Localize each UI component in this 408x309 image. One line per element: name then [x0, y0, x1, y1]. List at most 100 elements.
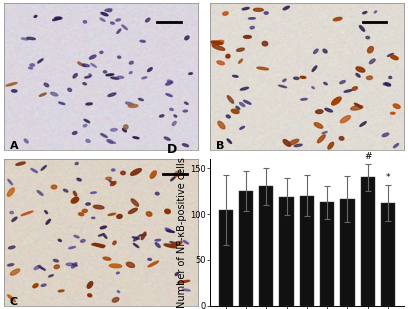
Ellipse shape [262, 41, 268, 46]
Ellipse shape [226, 115, 230, 118]
Ellipse shape [288, 139, 299, 145]
Bar [239, 191, 253, 306]
Ellipse shape [177, 280, 190, 283]
Ellipse shape [101, 133, 107, 138]
Ellipse shape [80, 239, 85, 242]
Ellipse shape [333, 17, 342, 21]
Ellipse shape [117, 214, 122, 218]
Ellipse shape [314, 123, 323, 128]
Bar [381, 203, 395, 306]
Ellipse shape [188, 73, 193, 74]
Ellipse shape [71, 263, 77, 268]
Ellipse shape [82, 209, 87, 213]
Ellipse shape [237, 48, 244, 51]
Ellipse shape [132, 237, 139, 239]
Ellipse shape [294, 77, 299, 79]
Ellipse shape [393, 104, 400, 108]
Ellipse shape [352, 87, 357, 90]
Ellipse shape [106, 177, 111, 180]
Ellipse shape [141, 232, 146, 239]
Ellipse shape [240, 87, 248, 90]
Ellipse shape [129, 61, 133, 64]
Ellipse shape [148, 261, 158, 267]
Ellipse shape [155, 239, 160, 241]
Ellipse shape [9, 246, 15, 249]
Ellipse shape [116, 272, 119, 274]
Ellipse shape [131, 199, 139, 206]
Ellipse shape [223, 12, 228, 15]
Ellipse shape [84, 119, 90, 123]
Ellipse shape [218, 121, 225, 129]
Ellipse shape [81, 64, 86, 67]
Ellipse shape [382, 133, 389, 137]
Ellipse shape [86, 139, 90, 142]
Ellipse shape [366, 36, 370, 39]
Ellipse shape [226, 54, 230, 58]
Y-axis label: Number of NF-κB-positive cells: Number of NF-κB-positive cells [177, 157, 187, 308]
Ellipse shape [253, 8, 263, 11]
Ellipse shape [175, 273, 178, 276]
Ellipse shape [363, 11, 367, 14]
Ellipse shape [98, 234, 104, 236]
Ellipse shape [264, 12, 268, 14]
Ellipse shape [112, 298, 119, 302]
Ellipse shape [393, 144, 399, 148]
Ellipse shape [140, 40, 145, 42]
Ellipse shape [27, 37, 35, 40]
Ellipse shape [150, 171, 156, 178]
Ellipse shape [328, 142, 334, 149]
Ellipse shape [92, 244, 105, 247]
Ellipse shape [236, 106, 240, 110]
Ellipse shape [388, 53, 393, 57]
Ellipse shape [41, 284, 46, 286]
Ellipse shape [8, 264, 14, 266]
Bar [340, 199, 355, 306]
Ellipse shape [146, 212, 152, 216]
Ellipse shape [10, 211, 13, 214]
Bar [361, 177, 375, 306]
Bar [259, 186, 273, 306]
Ellipse shape [170, 242, 177, 244]
Ellipse shape [312, 87, 315, 89]
Ellipse shape [6, 83, 17, 86]
Ellipse shape [111, 77, 119, 79]
Ellipse shape [66, 263, 74, 266]
Ellipse shape [148, 68, 152, 71]
Ellipse shape [300, 76, 306, 78]
Ellipse shape [111, 169, 115, 171]
Ellipse shape [74, 235, 79, 238]
Ellipse shape [139, 235, 146, 236]
Ellipse shape [174, 171, 182, 176]
Ellipse shape [217, 61, 224, 65]
Ellipse shape [211, 41, 223, 44]
Ellipse shape [88, 294, 92, 297]
Ellipse shape [103, 234, 107, 238]
Ellipse shape [83, 125, 87, 127]
Ellipse shape [122, 25, 127, 30]
Ellipse shape [133, 237, 139, 241]
Ellipse shape [38, 59, 43, 63]
Ellipse shape [78, 62, 82, 65]
Ellipse shape [7, 188, 14, 196]
Ellipse shape [109, 141, 115, 143]
Ellipse shape [121, 171, 125, 175]
Ellipse shape [93, 205, 104, 209]
Ellipse shape [91, 192, 96, 193]
Ellipse shape [124, 125, 128, 129]
Ellipse shape [155, 192, 159, 195]
Ellipse shape [164, 137, 170, 140]
Ellipse shape [109, 264, 122, 268]
Ellipse shape [69, 247, 75, 249]
Ellipse shape [53, 18, 60, 21]
Ellipse shape [73, 264, 78, 266]
Ellipse shape [316, 110, 323, 113]
Ellipse shape [105, 9, 112, 11]
Ellipse shape [182, 289, 190, 291]
Ellipse shape [213, 45, 225, 50]
Ellipse shape [41, 166, 47, 170]
Ellipse shape [131, 169, 141, 175]
Ellipse shape [340, 81, 345, 84]
Ellipse shape [126, 102, 134, 105]
Ellipse shape [366, 76, 373, 79]
Ellipse shape [116, 19, 120, 21]
